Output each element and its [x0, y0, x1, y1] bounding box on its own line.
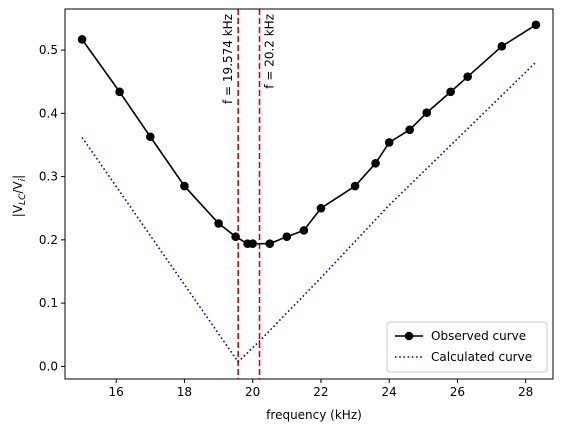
data-point-observed	[231, 232, 240, 241]
data-point-observed	[180, 181, 189, 191]
x-tick-label: 26	[450, 385, 465, 399]
legend-marker-observed	[404, 331, 414, 341]
y-axis-label: |VLC/Vi|	[11, 175, 28, 217]
data-point-observed	[146, 132, 155, 142]
data-point-observed	[248, 239, 257, 248]
y-tick-label: 0.2	[39, 233, 58, 247]
y-axis-label-end: |	[11, 175, 25, 179]
data-point-observed	[446, 87, 455, 97]
reference-line-label-1: f = 19.574 kHz	[221, 14, 235, 104]
x-axis-label: frequency (kHz)	[266, 408, 362, 422]
data-point-observed	[115, 87, 124, 97]
data-point-observed	[350, 181, 360, 191]
y-axis-label-sub2: i	[18, 178, 28, 181]
legend-box	[386, 321, 548, 373]
data-point-observed	[497, 42, 507, 51]
plot-frame	[64, 8, 554, 380]
x-tick-label: 20	[245, 385, 260, 399]
data-point-observed	[265, 239, 275, 248]
y-tick-label: 0.5	[39, 43, 58, 57]
data-point-observed	[371, 159, 380, 168]
x-tick-label: 24	[382, 385, 397, 399]
plot-area: f = 19.574 kHz f = 20.2 kHz	[77, 9, 541, 379]
data-point-observed	[463, 72, 472, 81]
reference-line-label-2: f = 20.2 kHz	[263, 14, 277, 89]
axes: 16 18 20 22 24 26 28 0.0 0.1 0.2 0.3 0.4 0.5	[39, 8, 554, 399]
y-axis-label-mid: /V	[11, 181, 25, 194]
data-point-observed	[316, 203, 326, 213]
y-axis-label-main: |V	[11, 204, 25, 217]
data-point-observed	[214, 219, 223, 228]
x-tick-label: 28	[518, 385, 533, 399]
y-tick-label: 0.1	[39, 296, 58, 310]
data-point-observed	[405, 125, 414, 135]
legend-label: Observed curve	[431, 329, 526, 343]
data-point-observed	[282, 232, 292, 241]
y-axis-label-sub: LC	[18, 193, 28, 205]
legend-label: Calculated curve	[431, 350, 532, 364]
y-tick-label: 0.0	[39, 359, 58, 373]
data-point-observed	[299, 226, 309, 235]
y-tick-label: 0.4	[39, 106, 58, 120]
y-tick-label: 0.3	[39, 170, 58, 184]
data-point-observed	[384, 138, 394, 147]
data-point-observed	[531, 20, 541, 30]
data-point-observed	[77, 35, 87, 44]
x-tick-label: 22	[313, 385, 328, 399]
data-point-observed	[422, 108, 432, 118]
series-line-calculated	[81, 61, 537, 364]
legend: Observed curve Calculated curve	[386, 321, 548, 373]
x-tick-label: 16	[109, 385, 124, 399]
x-tick-label: 18	[177, 385, 192, 399]
